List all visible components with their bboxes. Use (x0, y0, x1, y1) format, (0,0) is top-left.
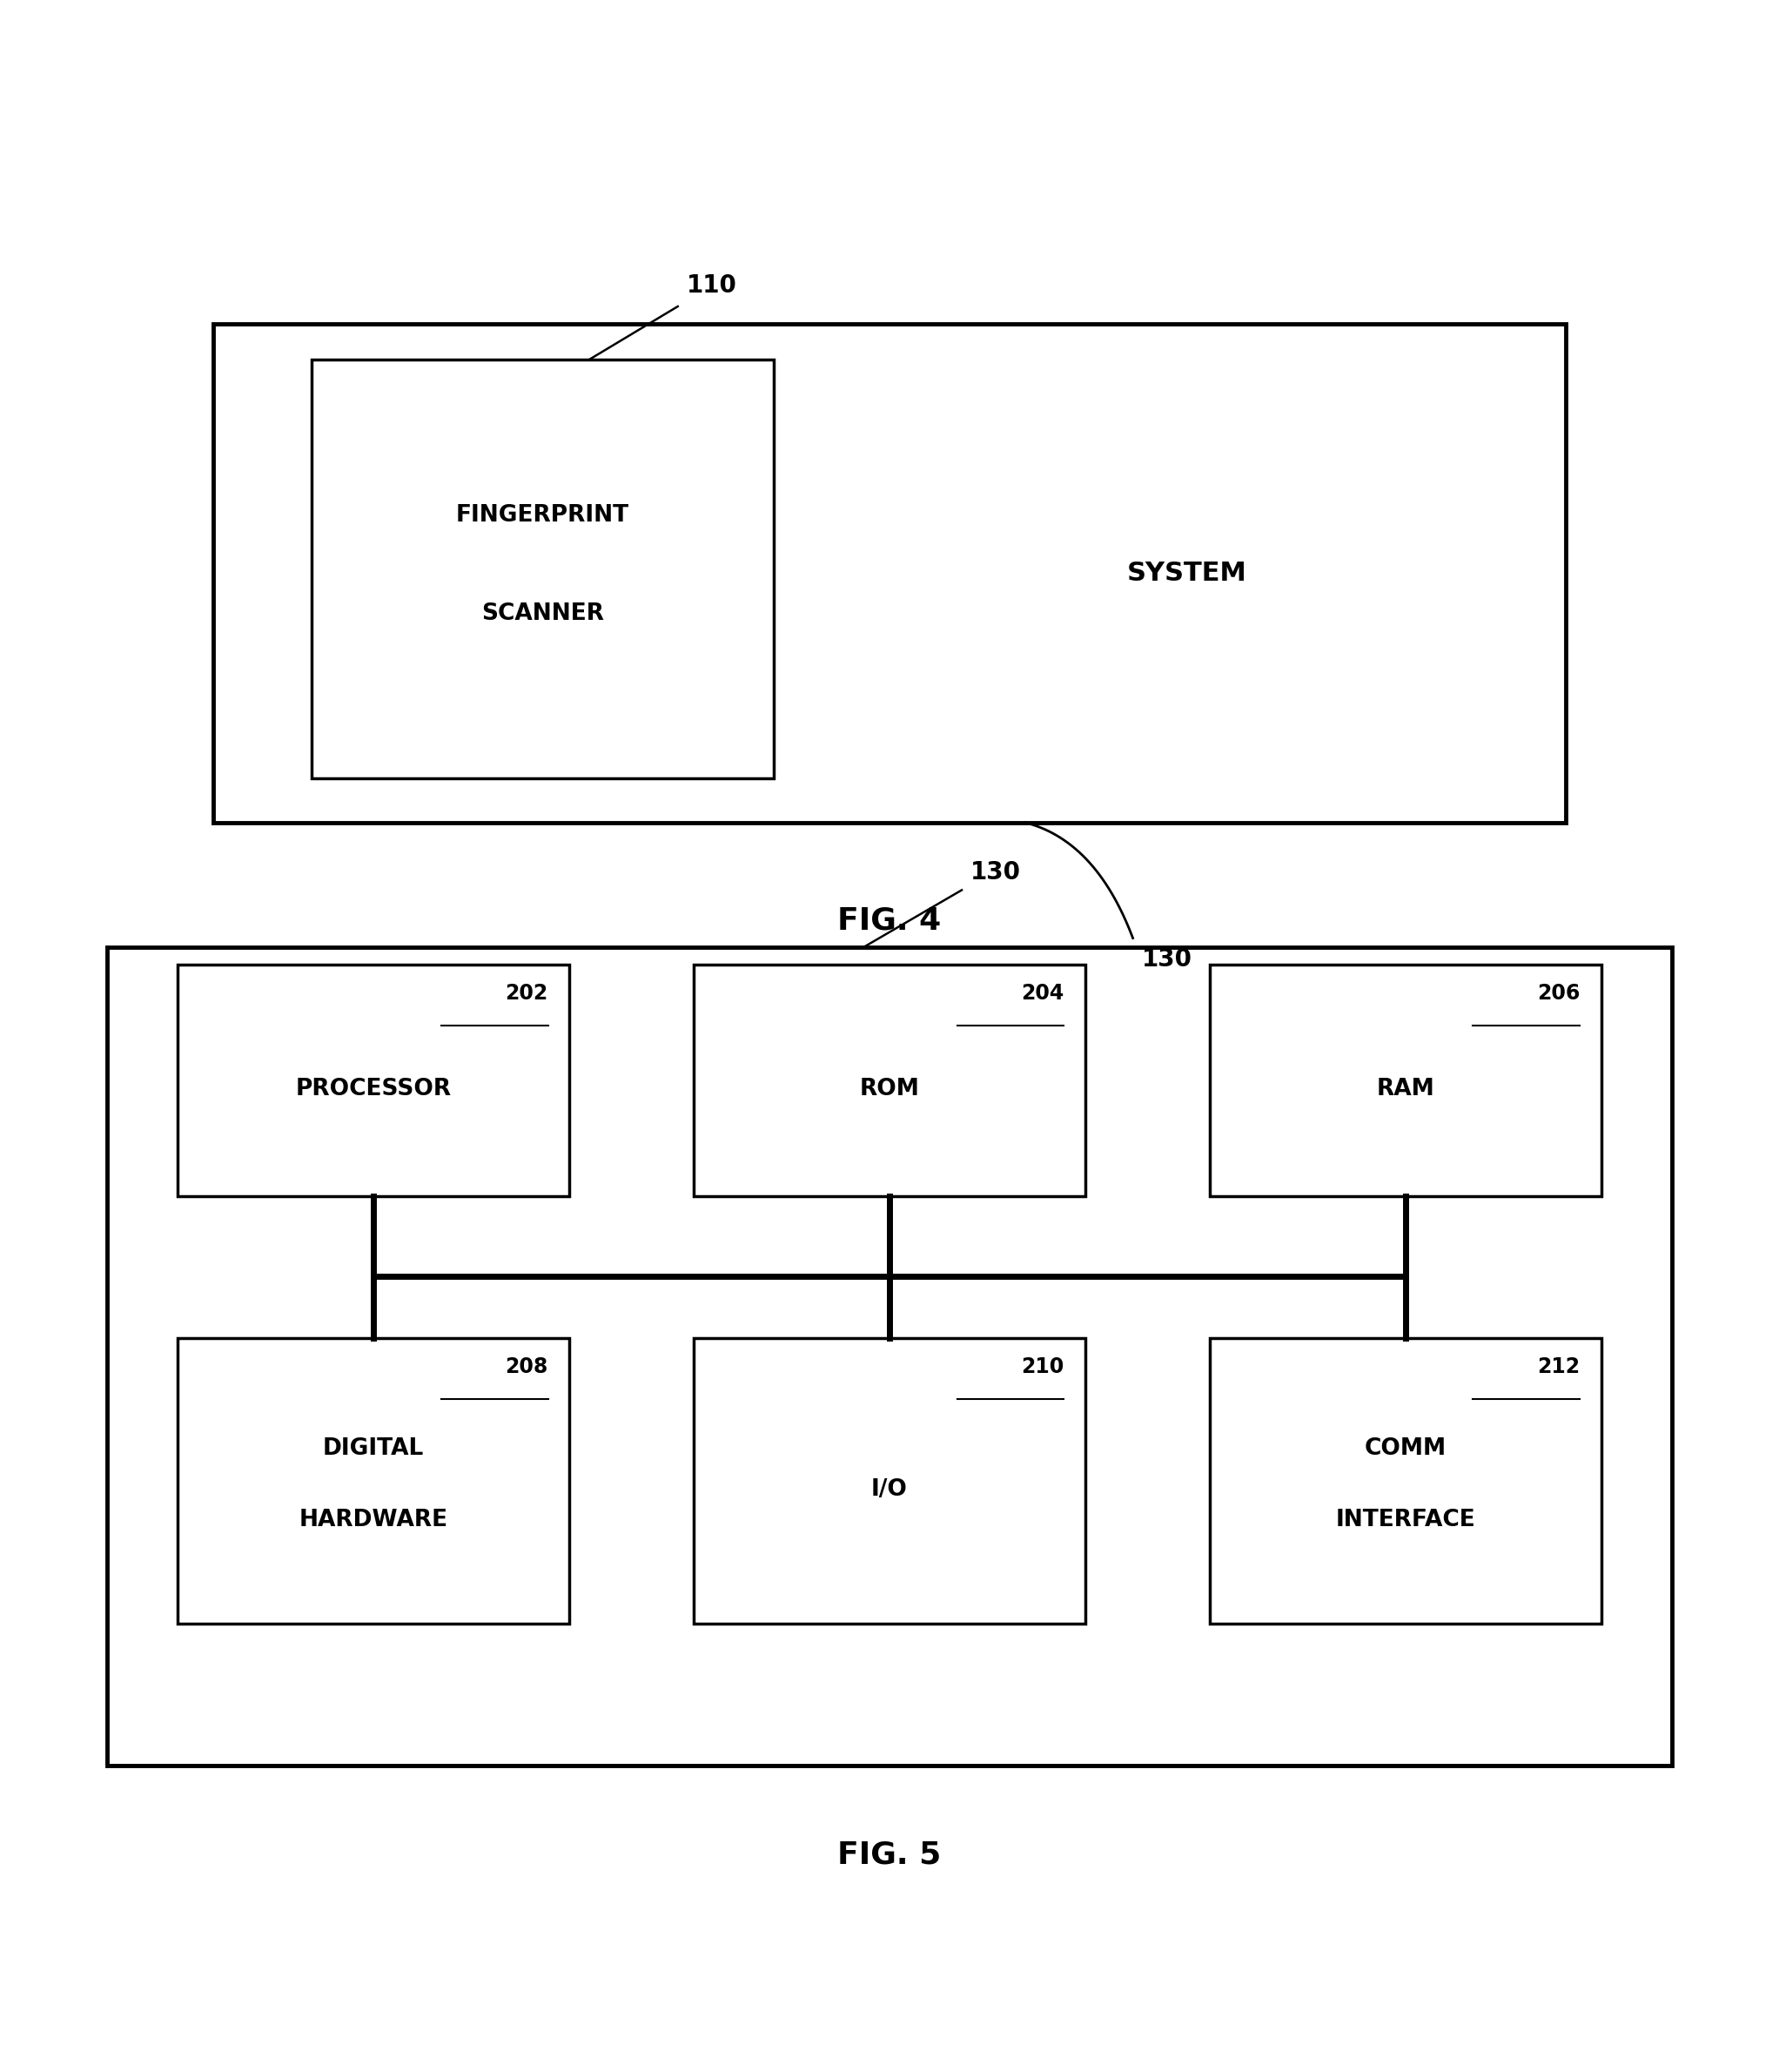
Bar (178, 966, 569, 1196)
Bar (1210, 1339, 1601, 1622)
Text: FIG. 4: FIG. 4 (838, 905, 941, 934)
Text: I/O: I/O (872, 1479, 907, 1500)
Text: PROCESSOR: PROCESSOR (295, 1077, 452, 1100)
Text: 110: 110 (687, 274, 737, 298)
Text: COMM: COMM (1364, 1438, 1446, 1461)
Text: 208: 208 (505, 1357, 548, 1378)
Text: 210: 210 (1021, 1357, 1064, 1378)
Text: 204: 204 (1021, 982, 1064, 1003)
Text: HARDWARE: HARDWARE (299, 1508, 448, 1531)
Text: SCANNER: SCANNER (482, 603, 603, 624)
Text: 206: 206 (1537, 982, 1580, 1003)
Text: 130: 130 (971, 860, 1021, 885)
Text: FINGERPRINT: FINGERPRINT (455, 503, 630, 526)
Text: RAM: RAM (1377, 1077, 1434, 1100)
Bar (311, 361, 774, 777)
Text: SYSTEM: SYSTEM (1126, 562, 1247, 586)
Text: FIG. 5: FIG. 5 (838, 1840, 941, 1869)
Text: INTERFACE: INTERFACE (1336, 1508, 1475, 1531)
Bar (213, 323, 1566, 823)
Bar (1210, 966, 1601, 1196)
Bar (694, 966, 1085, 1196)
Text: 130: 130 (1142, 947, 1192, 972)
Bar (694, 1339, 1085, 1622)
Text: 202: 202 (505, 982, 548, 1003)
Bar (107, 947, 1672, 1765)
Text: 212: 212 (1537, 1357, 1580, 1378)
Bar (178, 1339, 569, 1622)
Text: DIGITAL: DIGITAL (324, 1438, 423, 1461)
Text: ROM: ROM (859, 1077, 920, 1100)
